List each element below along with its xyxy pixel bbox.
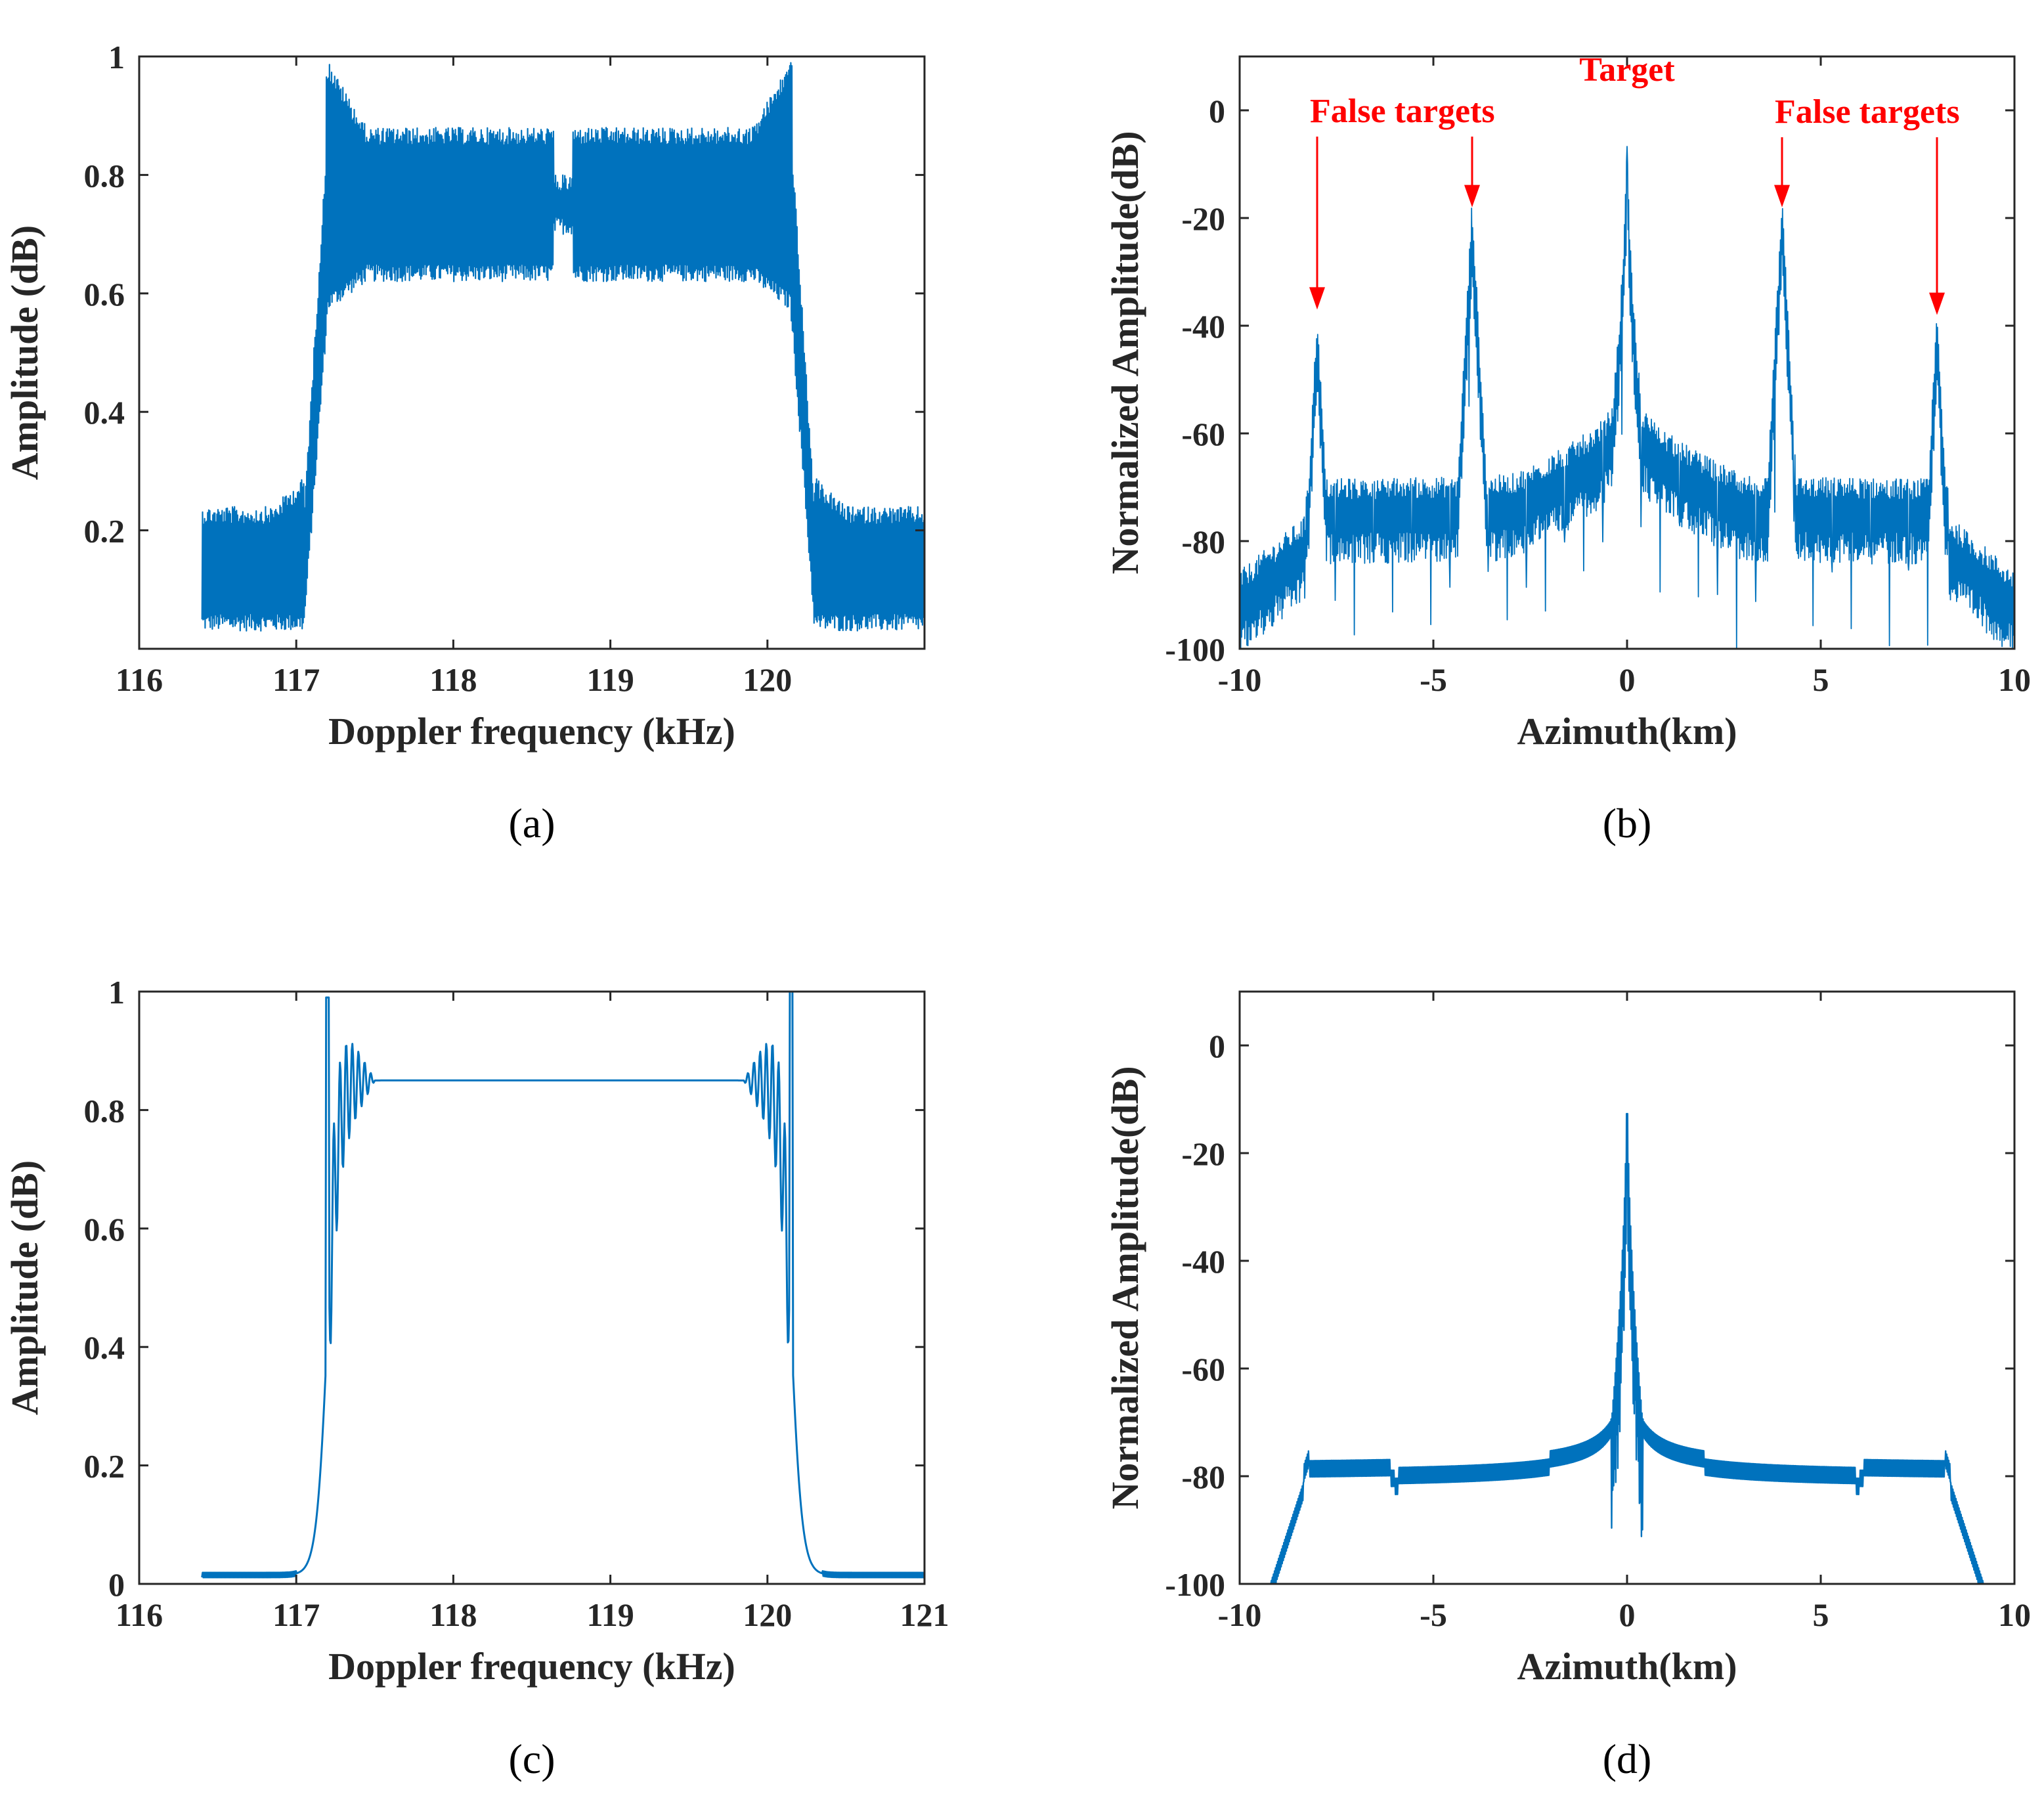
panel-b-ylabel: Normalized Amplitude(dB) [1104, 131, 1146, 574]
y-tick-label: 1 [108, 974, 125, 1011]
annotation-target: Target [1579, 51, 1675, 89]
y-tick-label: 0.8 [84, 1092, 125, 1129]
x-tick-label: -5 [1420, 1596, 1447, 1633]
panel-c-axes-box [138, 990, 926, 1585]
panel-b-annotations: False targets Target False targets [1309, 51, 1960, 315]
y-tick-label: 0.6 [84, 1211, 125, 1248]
x-tick-label: 117 [272, 661, 320, 698]
y-tick-label: 0.2 [84, 513, 125, 550]
y-tick-label: 0.4 [84, 394, 125, 431]
y-tick-label: -80 [1181, 1458, 1225, 1495]
panel-a-ticks: 116 117 118 119 120 0.2 0.4 0.6 0.8 1 [84, 39, 924, 698]
x-tick-label: 119 [586, 661, 634, 698]
panel-d-ticks: -10 -5 0 5 10 -100 -80 -60 -40 -20 0 [1165, 992, 2031, 1633]
x-tick-label: 118 [429, 1596, 477, 1633]
x-tick-label: 0 [1619, 661, 1636, 698]
x-tick-label: 5 [1813, 661, 1829, 698]
x-tick-label: 10 [1998, 1596, 2031, 1633]
panel-a: 116 117 118 119 120 0.2 0.4 0.6 0.8 1 Doppler fre… [3, 39, 926, 846]
x-tick-label: 121 [900, 1596, 949, 1633]
x-tick-label: 116 [116, 661, 163, 698]
y-tick-label: 0.4 [84, 1329, 125, 1366]
annotation-arrow-head [1309, 287, 1325, 310]
y-tick-label: 0.6 [84, 276, 125, 313]
panel-d-xlabel: Azimuth(km) [1517, 1645, 1737, 1688]
annotation-false-targets-left: False targets [1310, 93, 1495, 130]
x-tick-label: 120 [743, 661, 792, 698]
y-tick-label: -20 [1181, 200, 1225, 237]
annotation-arrow-head [1464, 185, 1480, 208]
y-tick-label: -60 [1181, 1351, 1225, 1388]
panel-a-xlabel: Doppler frequency (kHz) [328, 710, 735, 753]
annotation-false-targets-right: False targets [1775, 93, 1960, 131]
x-tick-label: 117 [272, 1596, 320, 1633]
panel-c-ylabel: Amplitude (dB) [3, 1160, 46, 1415]
panel-d-ylabel: Normalized Amplitude(dB) [1104, 1066, 1146, 1509]
panel-b-ticks: -10 -5 0 5 10 -100 -80 -60 -40 -20 0 [1165, 56, 2031, 698]
panel-a-caption: (a) [508, 800, 555, 846]
x-tick-label: 0 [1619, 1596, 1636, 1633]
y-tick-label: 0 [1209, 93, 1225, 129]
x-tick-label: 116 [116, 1596, 163, 1633]
panel-c: 116 117 118 119 120 121 0 0.2 0.4 0.6 0.8 1 Doppler… [3, 974, 949, 1782]
panel-b-xlabel: Azimuth(km) [1517, 710, 1737, 753]
y-tick-label: 1 [108, 39, 125, 76]
panel-c-signal [201, 990, 926, 1579]
x-tick-label: 118 [429, 661, 477, 698]
x-tick-label: 10 [1998, 661, 2031, 698]
panel-a-axes-box [138, 55, 926, 650]
y-tick-label: -20 [1181, 1135, 1225, 1172]
x-tick-label: 120 [743, 1596, 792, 1633]
annotation-arrow-head [1929, 292, 1945, 315]
panel-d-axes-box [1238, 990, 2016, 1585]
panel-c-ticks: 116 117 118 119 120 121 0 0.2 0.4 0.6 0.8 1 [84, 974, 949, 1633]
y-tick-label: -60 [1181, 416, 1225, 452]
annotation-arrow-head [1774, 185, 1790, 208]
y-tick-label: 0.8 [84, 157, 125, 194]
y-tick-label: -40 [1181, 308, 1225, 345]
y-tick-label: -100 [1165, 1566, 1225, 1603]
panel-d-signal [1266, 1112, 1988, 1585]
x-tick-label: 5 [1813, 1596, 1829, 1633]
panel-a-signal [201, 62, 926, 632]
panel-d: -10 -5 0 5 10 -100 -80 -60 -40 -20 0 Azimuth(km) N… [1104, 990, 2031, 1782]
x-tick-label: -10 [1218, 1596, 1262, 1633]
y-tick-label: 0.2 [84, 1448, 125, 1485]
panel-b-signal [1239, 146, 2015, 649]
panel-c-caption: (c) [508, 1736, 555, 1782]
panel-d-caption: (d) [1603, 1736, 1652, 1782]
panel-c-xlabel: Doppler frequency (kHz) [328, 1645, 735, 1688]
x-tick-label: -10 [1218, 661, 1262, 698]
panel-b: -10 -5 0 5 10 -100 -80 -60 -40 -20 0 False targets… [1104, 51, 2031, 846]
y-tick-label: 0 [108, 1566, 125, 1603]
y-tick-label: -100 [1165, 631, 1225, 668]
panel-b-caption: (b) [1603, 800, 1652, 846]
panel-a-ylabel: Amplitude (dB) [3, 225, 46, 480]
y-tick-label: -80 [1181, 523, 1225, 560]
x-tick-label: 119 [586, 1596, 634, 1633]
y-tick-label: -40 [1181, 1243, 1225, 1280]
y-tick-label: 0 [1209, 1028, 1225, 1064]
x-tick-label: -5 [1420, 661, 1447, 698]
